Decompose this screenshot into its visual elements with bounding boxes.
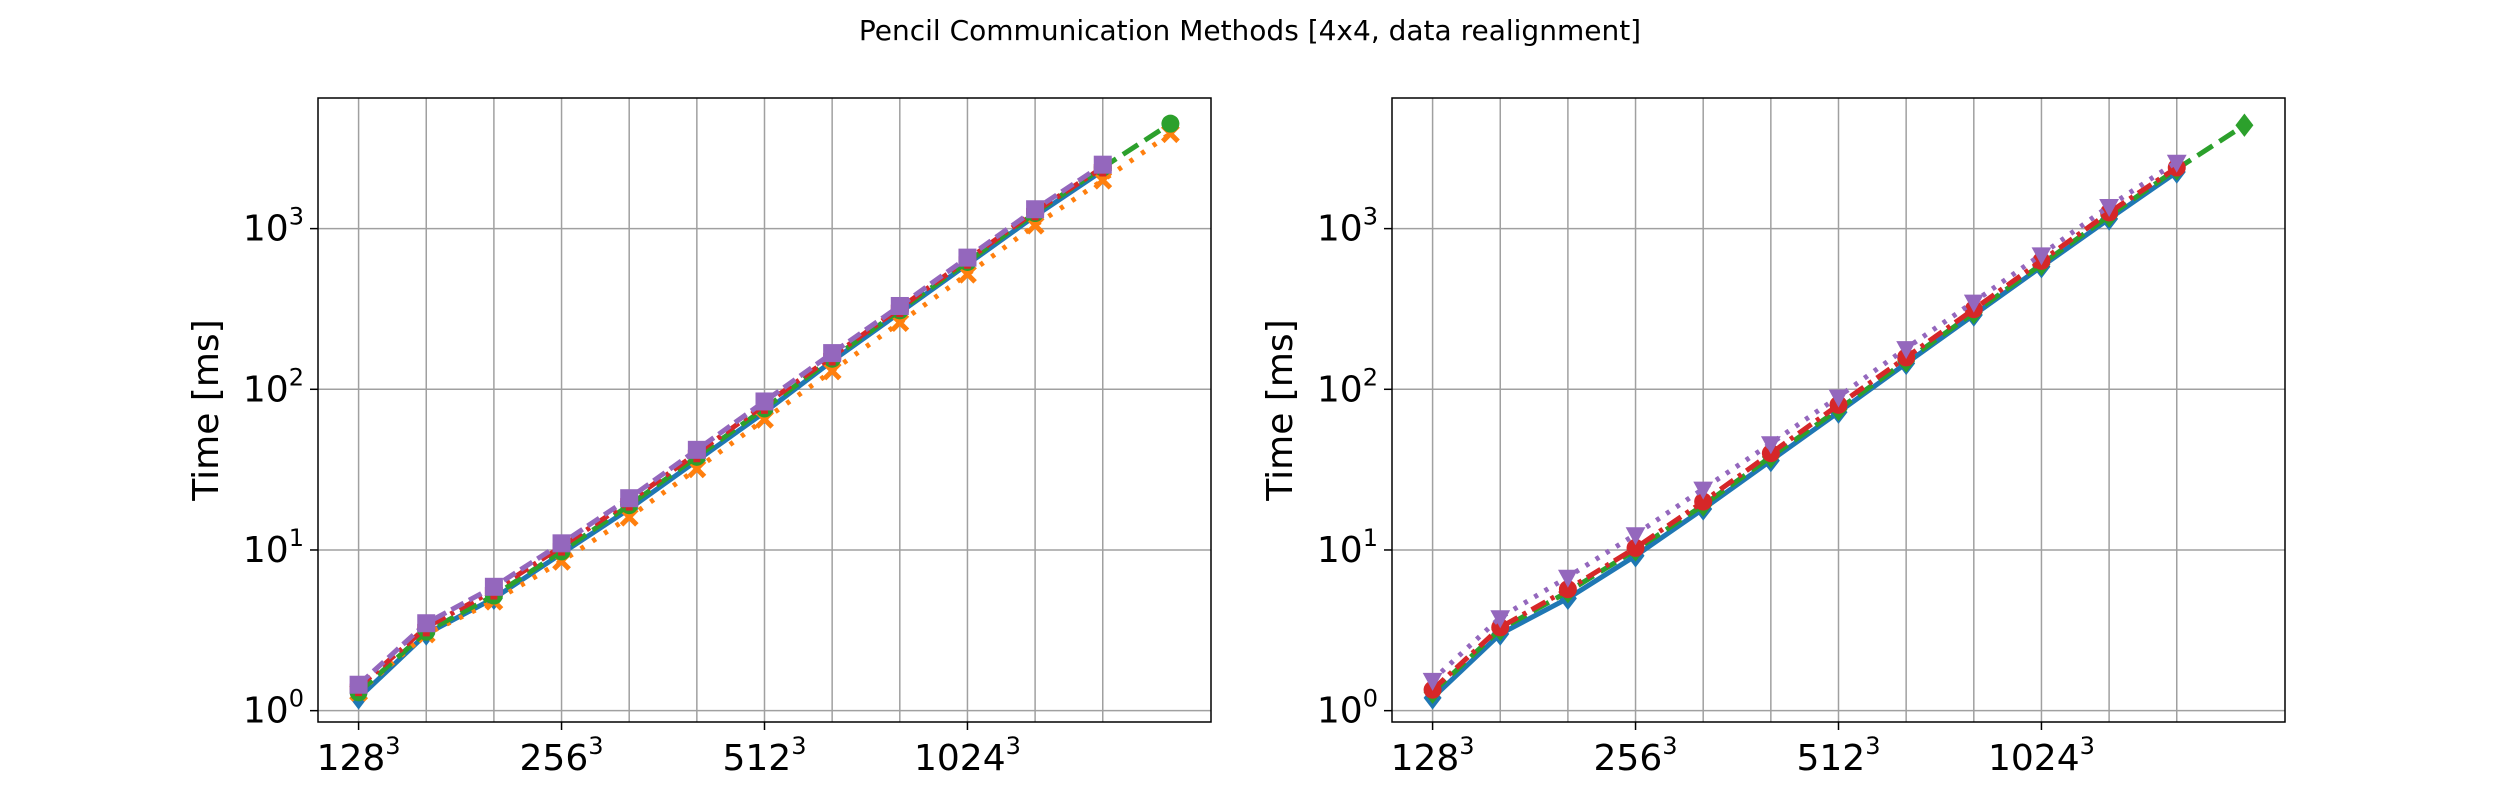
y-tick-label: 102 — [243, 363, 304, 410]
data-point — [890, 296, 909, 315]
data-point — [2099, 198, 2120, 217]
data-point — [417, 614, 436, 633]
data-point — [687, 440, 706, 459]
data-point — [823, 344, 842, 363]
x-tick-label: 1283 — [317, 732, 401, 779]
y-axis-label: Time [ms] — [1260, 319, 1301, 501]
data-point — [1558, 580, 1577, 599]
data-point — [755, 392, 774, 411]
y-tick-label: 103 — [243, 203, 304, 250]
y-tick-label: 103 — [1317, 203, 1378, 250]
data-point — [1828, 389, 1849, 408]
data-point — [2166, 154, 2187, 173]
data-point — [958, 248, 977, 267]
data-point — [1760, 436, 1781, 455]
y-tick-label: 102 — [1317, 363, 1378, 410]
data-point — [1557, 569, 1578, 588]
series-3 — [1423, 158, 2186, 699]
grid — [1392, 98, 2285, 722]
y-tick-label: 101 — [1317, 524, 1378, 571]
series-line — [1430, 165, 2179, 692]
y-tick-label: 100 — [1317, 685, 1378, 732]
series-line — [1430, 159, 2179, 682]
data-point — [1626, 538, 1645, 557]
x-tick-label: 2563 — [1594, 732, 1678, 779]
data-point — [2031, 247, 2052, 266]
chart-panel-1: 1283 2563 5123 10243 100 101 102 103 Time [ms] — [186, 97, 1212, 779]
data-point — [552, 534, 571, 553]
data-point — [1026, 200, 1045, 219]
data-point — [1093, 170, 1113, 190]
data-point — [1625, 527, 1646, 546]
y-tick-label: 101 — [243, 524, 304, 571]
data-point — [1896, 341, 1917, 360]
x-tick-label: 1283 — [1391, 732, 1475, 779]
x-tick-label: 10243 — [1988, 732, 2095, 779]
series-4 — [1422, 154, 2187, 691]
data-point — [1490, 610, 1511, 629]
y-tick-label: 100 — [243, 685, 304, 732]
chart-panel-2: 1283 2563 5123 10243 100 101 102 103 Time [ms] — [1260, 97, 2286, 779]
data-point — [1693, 481, 1714, 500]
data-point — [2235, 113, 2254, 137]
data-point — [1422, 672, 1443, 691]
series-5 — [349, 155, 1112, 694]
data-point — [349, 675, 368, 694]
x-tick-label: 5123 — [1797, 732, 1881, 779]
data-point — [1963, 294, 1984, 313]
series-line — [356, 165, 1105, 690]
figure-title: Pencil Communication Methods [4x4, data … — [859, 14, 1641, 47]
y-axis-label: Time [ms] — [186, 319, 227, 501]
data-point — [1694, 492, 1713, 511]
data-point — [620, 489, 639, 508]
data-point — [1093, 155, 1112, 174]
x-tick-label: 2563 — [520, 732, 604, 779]
x-tick-label: 5123 — [723, 732, 807, 779]
data-point — [484, 577, 503, 596]
x-tick-label: 10243 — [914, 732, 1021, 779]
data-point — [1161, 114, 1180, 133]
